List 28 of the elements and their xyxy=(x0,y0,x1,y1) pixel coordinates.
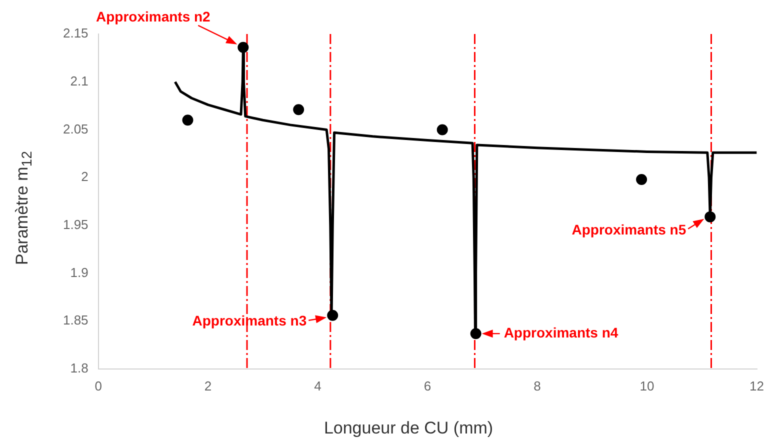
point xyxy=(238,42,249,53)
x-tick-label: 0 xyxy=(94,378,102,394)
x-tick-label: 8 xyxy=(534,378,541,394)
point xyxy=(182,114,194,126)
y-tick-label: 2.05 xyxy=(62,121,88,136)
point xyxy=(704,211,716,222)
x-tick-label: 2 xyxy=(204,378,212,394)
x-axis-title: Longueur de CU (mm) xyxy=(324,418,494,438)
x-tick-label: 12 xyxy=(750,378,764,394)
y-tick-label: 1.95 xyxy=(62,217,88,232)
x-tick-label: 4 xyxy=(314,378,322,394)
annotation: Approximants n5 xyxy=(572,222,686,238)
point xyxy=(293,104,304,116)
y-tick-label: 1.85 xyxy=(62,312,88,328)
point xyxy=(470,328,482,340)
x-tick-label: 6 xyxy=(424,378,432,394)
x-tick-label: 10 xyxy=(640,378,654,394)
point xyxy=(327,310,338,321)
annotation: Approximants n3 xyxy=(192,312,307,328)
y-tick-label: 1.8 xyxy=(70,360,88,376)
y-tick-label: 1.9 xyxy=(70,264,88,280)
point xyxy=(636,174,648,185)
y-tick-label: 2.15 xyxy=(62,26,88,41)
point xyxy=(436,124,448,136)
annotation: Approximants n2 xyxy=(96,8,211,24)
y-tick-label: 2.1 xyxy=(70,73,88,88)
annotation: Approximants n4 xyxy=(504,324,618,340)
y-tick-label: 2 xyxy=(81,169,88,184)
